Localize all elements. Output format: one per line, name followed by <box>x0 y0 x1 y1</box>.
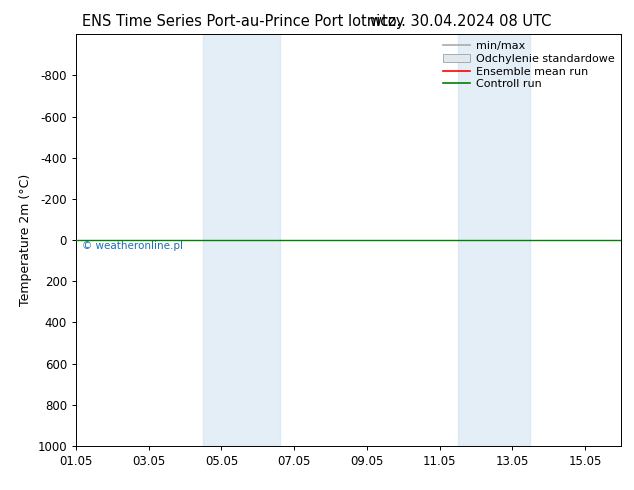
Y-axis label: Temperature 2m (°C): Temperature 2m (°C) <box>19 174 32 306</box>
Bar <box>458 34 531 446</box>
Text: wto.. 30.04.2024 08 UTC: wto.. 30.04.2024 08 UTC <box>370 14 552 29</box>
Text: ENS Time Series Port-au-Prince Port lotniczy: ENS Time Series Port-au-Prince Port lotn… <box>82 14 405 29</box>
Text: © weatheronline.pl: © weatheronline.pl <box>82 241 183 251</box>
Legend: min/max, Odchylenie standardowe, Ensemble mean run, Controll run: min/max, Odchylenie standardowe, Ensembl… <box>438 37 619 94</box>
Bar <box>204 34 280 446</box>
